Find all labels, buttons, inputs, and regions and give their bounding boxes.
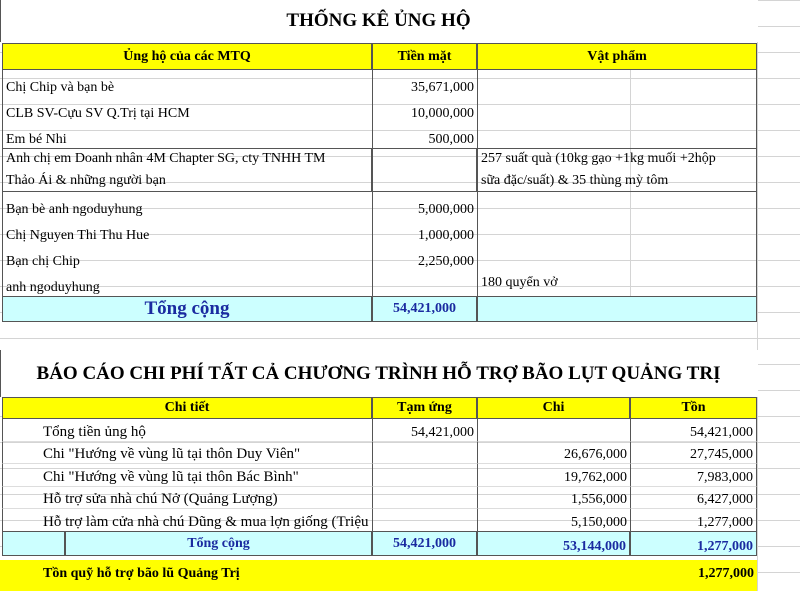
- table2-title: BÁO CÁO CHI PHÍ TẤT CẢ CHƯƠNG TRÌNH HỖ T…: [36, 363, 721, 384]
- advance-cell[interactable]: [372, 486, 477, 509]
- total-label[interactable]: Tổng cộng: [2, 296, 372, 322]
- column-header[interactable]: Vật phẩm: [477, 43, 757, 70]
- column-header[interactable]: Tiền mặt: [372, 43, 477, 70]
- spent-cell[interactable]: [477, 419, 630, 442]
- cash-cell[interactable]: [372, 270, 477, 296]
- column-header[interactable]: Ủng hộ của các MTQ: [2, 43, 372, 70]
- items-cell[interactable]: [477, 70, 757, 96]
- fund-label[interactable]: Tồn quỹ hỗ trợ bão lũ Quảng Trị: [43, 566, 240, 581]
- advance-cell[interactable]: [372, 464, 477, 487]
- fund-value[interactable]: 1,277,000: [698, 566, 754, 581]
- spent-cell[interactable]: 19,762,000: [477, 464, 630, 487]
- spent-cell[interactable]: 26,676,000: [477, 441, 630, 464]
- items-text-line2: sữa đặc/suất) & 35 thùng mỳ tôm: [481, 173, 669, 188]
- total-spent[interactable]: 53,144,000: [477, 531, 630, 556]
- detail-cell[interactable]: Chi "Hướng về vùng lũ tại thôn Duy Viên": [2, 441, 372, 464]
- column-header[interactable]: Tồn: [630, 397, 757, 419]
- total-balance[interactable]: 1,277,000: [630, 531, 757, 556]
- balance-cell[interactable]: 1,277,000: [630, 509, 757, 532]
- items-text: 257 suất quà (10kg gạo +1kg muối +2hộp: [481, 151, 716, 166]
- donor-name-cell[interactable]: anh ngoduyhung: [2, 270, 372, 296]
- spent-cell[interactable]: 5,150,000: [477, 509, 630, 532]
- balance-cell[interactable]: 6,427,000: [630, 486, 757, 509]
- total-label[interactable]: Tổng cộng: [65, 531, 372, 556]
- column-header[interactable]: Chi: [477, 397, 630, 419]
- detail-cell[interactable]: Hỗ trợ sửa nhà chú Nở (Quảng Lượng): [2, 486, 372, 509]
- cash-cell[interactable]: 500,000: [372, 122, 477, 148]
- items-cell[interactable]: [477, 192, 757, 218]
- items-cell[interactable]: 180 quyển vở: [477, 270, 757, 296]
- cash-cell[interactable]: 1,000,000: [372, 218, 477, 244]
- detail-cell[interactable]: Hỗ trợ làm cửa nhà chú Dũng & mua lợn gi…: [2, 509, 372, 532]
- fund-row: [0, 560, 757, 591]
- advance-cell[interactable]: [372, 509, 477, 532]
- advance-cell[interactable]: 54,421,000: [372, 419, 477, 442]
- total-items[interactable]: [477, 296, 757, 322]
- balance-cell[interactable]: 27,745,000: [630, 441, 757, 464]
- table1-title: THỐNG KÊ ỦNG HỘ: [286, 10, 471, 31]
- total-advance[interactable]: 54,421,000: [372, 531, 477, 556]
- donor-name-line2: Thảo Ái & những người bạn: [6, 173, 166, 188]
- donor-name-cell[interactable]: Bạn chị Chip: [2, 244, 372, 270]
- grid-line: [757, 0, 758, 591]
- cash-cell[interactable]: 10,000,000: [372, 96, 477, 122]
- grid-line: [630, 70, 631, 296]
- items-cell[interactable]: 257 suất quà (10kg gạo +1kg muối +2hộp sữ…: [477, 148, 757, 192]
- donor-name-cell[interactable]: Chị Chip và bạn bè: [2, 70, 372, 96]
- cash-cell[interactable]: 5,000,000: [372, 192, 477, 218]
- donor-name-cell[interactable]: Bạn bè anh ngoduyhung: [2, 192, 372, 218]
- items-cell[interactable]: [477, 218, 757, 244]
- balance-cell[interactable]: 7,983,000: [630, 464, 757, 487]
- items-cell[interactable]: [477, 244, 757, 270]
- column-header[interactable]: Chi tiết: [2, 397, 372, 419]
- donor-name-cell[interactable]: Chị Nguyen Thi Thu Hue: [2, 218, 372, 244]
- donor-name-cell[interactable]: Em bé Nhi: [2, 122, 372, 148]
- detail-cell[interactable]: Chi "Hướng về vùng lũ tại thôn Bác Bình": [2, 464, 372, 487]
- donor-name: Anh chị em Doanh nhân 4M Chapter SG, cty…: [6, 151, 326, 166]
- balance-cell[interactable]: 54,421,000: [630, 419, 757, 442]
- detail-cell[interactable]: Tổng tiền ủng hộ: [2, 419, 372, 442]
- total-cash[interactable]: 54,421,000: [372, 296, 477, 322]
- cash-cell[interactable]: [372, 148, 477, 192]
- total-spacer[interactable]: [2, 531, 65, 556]
- donor-name-cell[interactable]: Anh chị em Doanh nhân 4M Chapter SG, cty…: [2, 148, 372, 192]
- items-cell[interactable]: [477, 122, 757, 148]
- spent-cell[interactable]: 1,556,000: [477, 486, 630, 509]
- cash-cell[interactable]: 35,671,000: [372, 70, 477, 96]
- column-header[interactable]: Tạm ứng: [372, 397, 477, 419]
- donor-name-cell[interactable]: CLB SV-Cựu SV Q.Trị tại HCM: [2, 96, 372, 122]
- advance-cell[interactable]: [372, 441, 477, 464]
- items-cell[interactable]: [477, 96, 757, 122]
- cash-cell[interactable]: 2,250,000: [372, 244, 477, 270]
